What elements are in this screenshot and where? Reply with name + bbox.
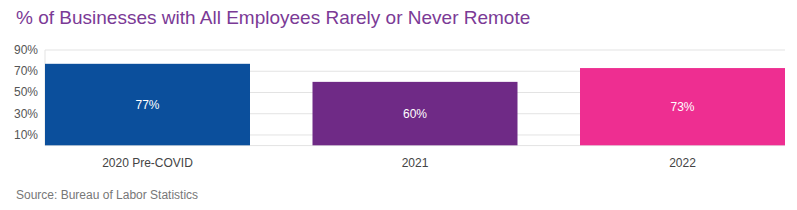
x-tick-label: 2020 Pre-COVID <box>102 156 193 170</box>
title: % of Businesses with All Employees Rarel… <box>16 7 530 28</box>
y-tick-label: 30% <box>14 107 38 121</box>
y-tick-label: 10% <box>14 128 38 142</box>
y-tick-label: 70% <box>14 64 38 78</box>
bar <box>45 64 250 146</box>
labels: 77% 2020 Pre-COVID 60% 2021 73% 2022 <box>102 98 696 170</box>
bars <box>45 64 785 146</box>
bar <box>313 82 518 146</box>
chart-container: % of Businesses with All Employees Rarel… <box>0 0 797 210</box>
bar <box>580 68 785 146</box>
data-label: 60% <box>403 107 427 121</box>
grid-line <box>45 50 785 51</box>
y-tick-label: 50% <box>14 85 38 99</box>
x-tick-label: 2022 <box>669 156 696 170</box>
x-tick-label: 2021 <box>402 156 429 170</box>
chart-svg: % of Businesses with All Employees Rarel… <box>0 0 797 210</box>
data-label: 77% <box>135 98 159 112</box>
data-label: 73% <box>670 100 694 114</box>
y-tick-label: 90% <box>14 43 38 57</box>
source: Source: Bureau of Labor Statistics <box>16 188 198 202</box>
